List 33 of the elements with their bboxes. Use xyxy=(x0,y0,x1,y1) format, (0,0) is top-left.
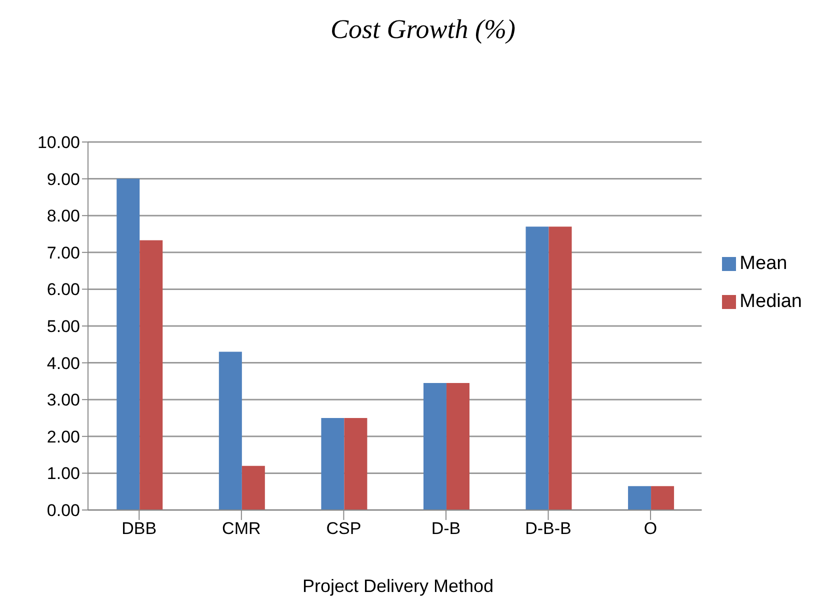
legend-label: Median xyxy=(740,291,802,312)
y-tick-label: 10.00 xyxy=(37,133,80,152)
bar xyxy=(423,383,446,510)
y-tick-label: 5.00 xyxy=(46,317,80,336)
x-tick-label: DBB xyxy=(122,519,157,538)
bar xyxy=(628,486,652,510)
bar xyxy=(344,418,368,510)
bar xyxy=(218,352,242,510)
bar xyxy=(140,240,163,510)
bar xyxy=(548,226,572,510)
y-tick-label: 1.00 xyxy=(46,464,80,484)
bar xyxy=(116,178,140,510)
y-tick-label: 2.00 xyxy=(46,427,80,446)
bar xyxy=(321,418,344,510)
x-tick-label: O xyxy=(644,519,658,538)
y-tick-label: 3.00 xyxy=(46,390,80,410)
y-tick-label: 4.00 xyxy=(46,354,80,373)
y-tick-label: 6.00 xyxy=(46,280,80,300)
chart-title: Cost Growth (%) xyxy=(329,14,516,45)
legend-label: Mean xyxy=(740,253,788,274)
x-tick-label: CMR xyxy=(222,519,261,538)
bar xyxy=(446,383,470,510)
y-tick-label: 9.00 xyxy=(46,170,80,189)
bar xyxy=(651,486,674,510)
x-tick-label: D-B xyxy=(431,519,461,538)
y-tick-label: 0.00 xyxy=(46,501,80,520)
x-tick-label: D-B-B xyxy=(525,519,572,538)
y-tick-label: 7.00 xyxy=(46,243,80,262)
y-tick-label: 8.00 xyxy=(46,206,80,226)
bar xyxy=(526,226,549,510)
x-tick-label: CSP xyxy=(326,519,362,538)
bar xyxy=(242,466,265,510)
x-axis-title: Project Delivery Method xyxy=(301,576,495,597)
